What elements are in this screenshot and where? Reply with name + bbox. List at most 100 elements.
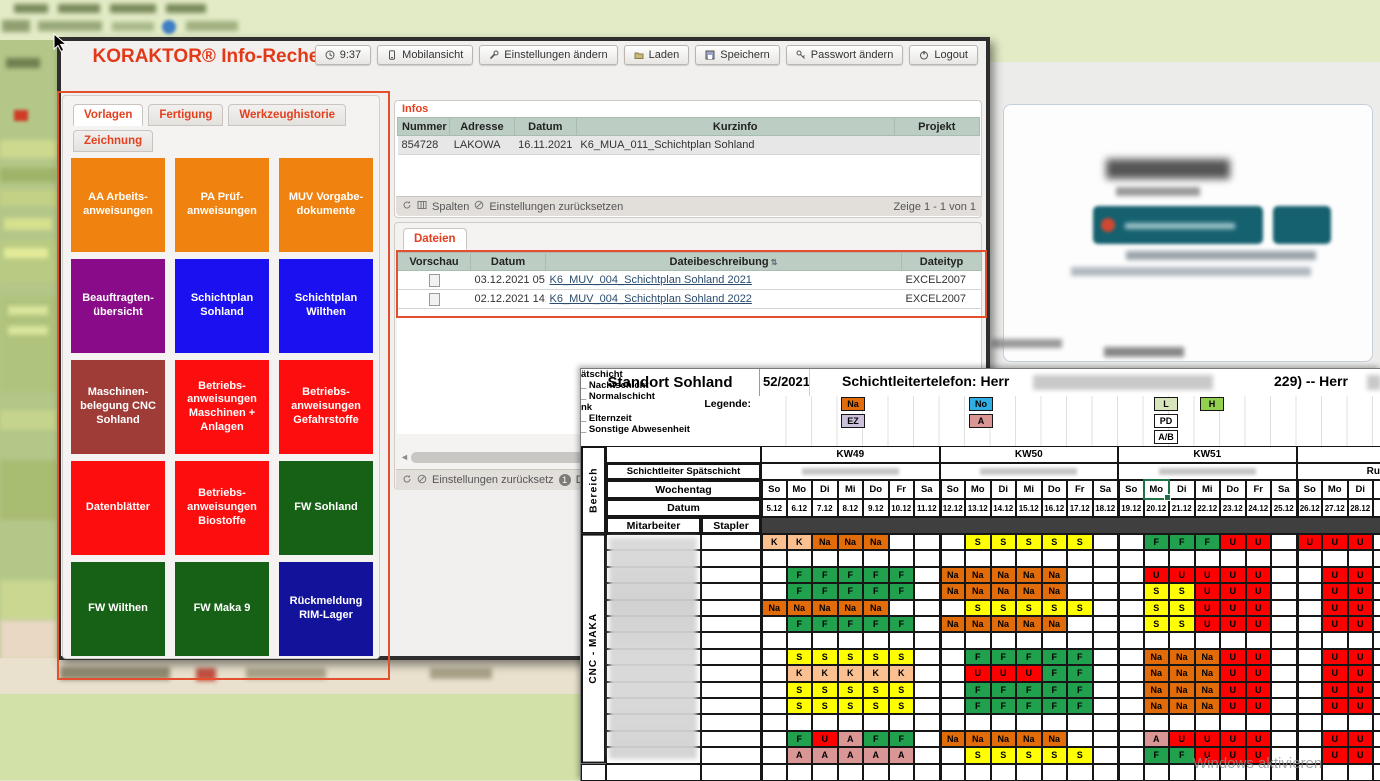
shift-cell[interactable] xyxy=(914,682,940,698)
shift-cell[interactable] xyxy=(1093,534,1119,550)
shift-cell[interactable]: F xyxy=(965,682,991,698)
shift-cell[interactable] xyxy=(1373,698,1380,714)
shift-cell[interactable] xyxy=(1067,616,1093,632)
shift-cell[interactable] xyxy=(1118,731,1144,747)
shift-cell[interactable] xyxy=(914,583,940,599)
shift-cell[interactable] xyxy=(1016,764,1042,781)
shift-cell[interactable] xyxy=(1093,567,1119,583)
shift-cell[interactable]: S xyxy=(863,682,889,698)
shift-cell[interactable]: S xyxy=(1169,583,1195,599)
shift-cell[interactable] xyxy=(889,550,915,566)
shift-cell[interactable] xyxy=(1195,714,1221,730)
shift-cell[interactable] xyxy=(914,698,940,714)
weekday-cell[interactable]: Fr xyxy=(1067,480,1093,499)
shift-cell[interactable] xyxy=(1016,714,1042,730)
shift-cell[interactable] xyxy=(940,534,966,550)
shift-cell[interactable]: U xyxy=(1246,534,1272,550)
shift-cell[interactable] xyxy=(889,534,915,550)
shift-cell[interactable]: S xyxy=(1144,616,1170,632)
shift-cell[interactable] xyxy=(1042,632,1068,648)
shift-cell[interactable]: U xyxy=(1220,567,1246,583)
shift-cell[interactable]: F xyxy=(812,616,838,632)
toolbar-button-9-37[interactable]: 9:37 xyxy=(315,45,371,65)
shift-cell[interactable]: F xyxy=(787,616,813,632)
shift-cell[interactable] xyxy=(761,682,787,698)
shift-cell[interactable] xyxy=(1144,714,1170,730)
shift-cell[interactable]: U xyxy=(1348,583,1374,599)
shift-cell[interactable] xyxy=(838,550,864,566)
toolbar-button-logout[interactable]: Logout xyxy=(909,45,978,65)
shift-cell[interactable]: S xyxy=(1067,747,1093,763)
shift-cell[interactable]: Na xyxy=(991,567,1017,583)
shift-cell[interactable] xyxy=(1348,764,1374,781)
shift-cell[interactable] xyxy=(1297,616,1323,632)
shift-cell[interactable] xyxy=(1093,698,1119,714)
shift-cell[interactable] xyxy=(991,714,1017,730)
date-cell[interactable]: 17.12 xyxy=(1067,499,1093,517)
shift-cell[interactable] xyxy=(1271,731,1297,747)
shift-cell[interactable]: S xyxy=(1016,600,1042,616)
shift-cell[interactable]: S xyxy=(812,682,838,698)
shift-cell[interactable] xyxy=(965,550,991,566)
shift-cell[interactable]: U xyxy=(1348,747,1374,763)
shift-cell[interactable] xyxy=(1373,632,1380,648)
shift-cell[interactable]: F xyxy=(1016,649,1042,665)
shift-cell[interactable]: F xyxy=(863,731,889,747)
shift-cell[interactable] xyxy=(1271,583,1297,599)
shift-cell[interactable] xyxy=(812,714,838,730)
shift-cell[interactable]: K xyxy=(761,534,787,550)
shift-cell[interactable]: Na xyxy=(1144,665,1170,681)
shift-cell[interactable] xyxy=(914,764,940,781)
shift-cell[interactable]: S xyxy=(1067,600,1093,616)
shift-cell[interactable]: U xyxy=(1322,600,1348,616)
shift-cell[interactable]: Na xyxy=(965,616,991,632)
shift-cell[interactable] xyxy=(1067,550,1093,566)
shift-cell[interactable] xyxy=(940,550,966,566)
shift-cell[interactable] xyxy=(1118,764,1144,781)
shift-cell[interactable] xyxy=(1093,714,1119,730)
shift-cell[interactable] xyxy=(1144,764,1170,781)
shift-cell[interactable]: Na xyxy=(1169,682,1195,698)
shift-cell[interactable]: F xyxy=(1067,698,1093,714)
shift-cell[interactable]: U xyxy=(1348,567,1374,583)
shift-cell[interactable] xyxy=(1118,714,1144,730)
shift-cell[interactable] xyxy=(1297,550,1323,566)
toolbar-button-einstellungen-ndern[interactable]: Einstellungen ändern xyxy=(479,45,617,65)
weekday-cell[interactable]: Mo xyxy=(1322,480,1348,499)
shift-cell[interactable] xyxy=(1093,747,1119,763)
toolbar-button-laden[interactable]: Laden xyxy=(624,45,690,65)
shift-cell[interactable] xyxy=(1373,583,1380,599)
weekday-cell[interactable]: So xyxy=(761,480,787,499)
selection-handle[interactable] xyxy=(1164,494,1171,501)
shift-cell[interactable]: U xyxy=(1220,534,1246,550)
shift-cell[interactable] xyxy=(761,550,787,566)
shift-cell[interactable]: Na xyxy=(1016,731,1042,747)
shift-cell[interactable]: F xyxy=(889,583,915,599)
shift-cell[interactable]: Na xyxy=(863,600,889,616)
shift-cell[interactable]: U xyxy=(1195,600,1221,616)
shift-cell[interactable]: U xyxy=(1246,567,1272,583)
weekday-cell[interactable]: Sa xyxy=(1093,480,1119,499)
shift-cell[interactable] xyxy=(863,632,889,648)
shift-cell[interactable]: Na xyxy=(1195,698,1221,714)
weekday-cell[interactable]: Sa xyxy=(1271,480,1297,499)
shift-cell[interactable] xyxy=(1348,550,1374,566)
reset-icon[interactable] xyxy=(474,200,484,213)
stapler-cell[interactable] xyxy=(701,550,761,566)
stapler-cell[interactable] xyxy=(701,731,761,747)
shift-cell[interactable] xyxy=(1246,714,1272,730)
shift-cell[interactable] xyxy=(1271,616,1297,632)
shift-cell[interactable]: U xyxy=(1322,698,1348,714)
shift-cell[interactable] xyxy=(965,714,991,730)
weekday-cell[interactable]: Di xyxy=(1169,480,1195,499)
shift-cell[interactable]: U xyxy=(1246,649,1272,665)
weekday-cell[interactable]: Sa xyxy=(914,480,940,499)
shift-cell[interactable] xyxy=(1067,714,1093,730)
shift-cell[interactable] xyxy=(889,600,915,616)
shift-cell[interactable]: U xyxy=(1195,583,1221,599)
shift-cell[interactable]: U xyxy=(1220,665,1246,681)
shift-cell[interactable]: Na xyxy=(812,600,838,616)
shift-cell[interactable]: F xyxy=(787,731,813,747)
refresh-icon[interactable] xyxy=(402,200,412,213)
shift-cell[interactable] xyxy=(838,632,864,648)
